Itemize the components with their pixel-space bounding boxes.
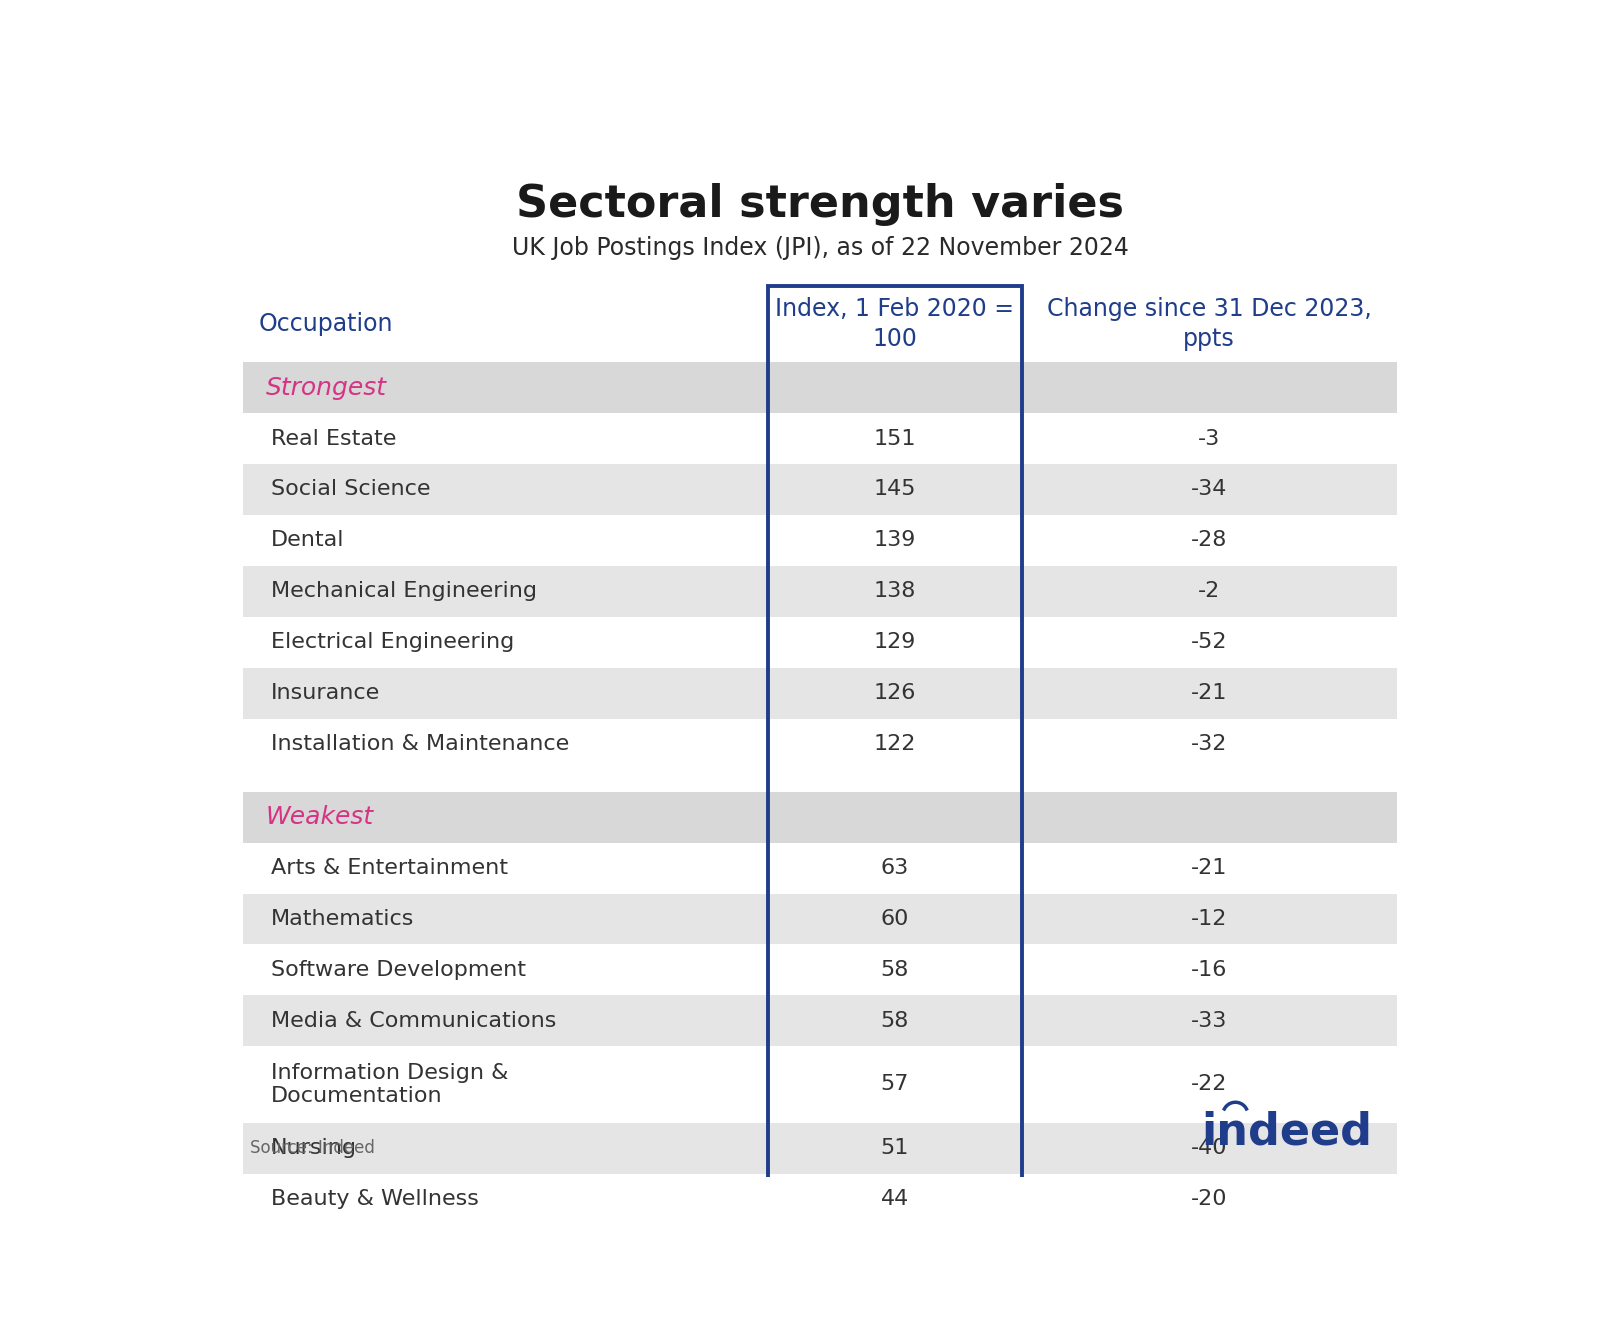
Text: -40: -40 <box>1190 1138 1227 1158</box>
Text: -34: -34 <box>1190 480 1227 500</box>
Bar <box>243 842 1397 894</box>
Bar <box>243 668 1397 719</box>
Bar <box>243 769 1397 792</box>
Text: Electrical Engineering: Electrical Engineering <box>270 632 514 652</box>
Text: Nursing: Nursing <box>270 1138 357 1158</box>
Text: 138: 138 <box>874 582 917 602</box>
Text: Dental: Dental <box>270 530 344 550</box>
Text: Weakest: Weakest <box>266 805 374 829</box>
Bar <box>243 792 1397 842</box>
Bar <box>243 1046 1397 1122</box>
Text: Sectoral strength varies: Sectoral strength varies <box>515 182 1123 226</box>
Text: Information Design &
Documentation: Information Design & Documentation <box>270 1063 509 1107</box>
Bar <box>243 516 1397 566</box>
Bar <box>243 995 1397 1046</box>
Text: Occupation: Occupation <box>258 312 392 336</box>
Text: Index, 1 Feb 2020 =
100: Index, 1 Feb 2020 = 100 <box>776 297 1014 350</box>
Text: Mechanical Engineering: Mechanical Engineering <box>270 582 536 602</box>
Text: -16: -16 <box>1190 960 1227 980</box>
Text: 122: 122 <box>874 734 917 754</box>
Text: 126: 126 <box>874 683 917 703</box>
Text: Beauty & Wellness: Beauty & Wellness <box>270 1188 478 1210</box>
Bar <box>243 1122 1397 1174</box>
Text: -33: -33 <box>1190 1011 1227 1031</box>
Text: indeed: indeed <box>1200 1110 1371 1153</box>
Bar <box>243 1174 1397 1224</box>
Text: 151: 151 <box>874 428 917 448</box>
Text: Arts & Entertainment: Arts & Entertainment <box>270 858 507 878</box>
Text: Strongest: Strongest <box>266 375 387 399</box>
Text: -3: -3 <box>1198 428 1221 448</box>
Text: 44: 44 <box>882 1188 909 1210</box>
Text: Social Science: Social Science <box>270 480 430 500</box>
Bar <box>243 286 1397 362</box>
Text: Change since 31 Dec 2023,
ppts: Change since 31 Dec 2023, ppts <box>1046 297 1371 350</box>
Bar <box>243 566 1397 617</box>
Text: 129: 129 <box>874 632 917 652</box>
Text: Mathematics: Mathematics <box>270 910 414 929</box>
Text: -21: -21 <box>1190 683 1227 703</box>
Text: -12: -12 <box>1190 910 1227 929</box>
Bar <box>243 944 1397 995</box>
Text: 58: 58 <box>880 1011 909 1031</box>
Text: -20: -20 <box>1190 1188 1227 1210</box>
Bar <box>243 464 1397 516</box>
Bar <box>768 286 1022 1224</box>
Text: 63: 63 <box>882 858 909 878</box>
Text: -52: -52 <box>1190 632 1227 652</box>
Bar <box>243 362 1397 414</box>
Text: -28: -28 <box>1190 530 1227 550</box>
Text: -32: -32 <box>1190 734 1227 754</box>
Text: 139: 139 <box>874 530 917 550</box>
Text: -2: -2 <box>1198 582 1221 602</box>
Text: 145: 145 <box>874 480 917 500</box>
Bar <box>243 414 1397 464</box>
Text: 51: 51 <box>880 1138 909 1158</box>
Bar <box>243 719 1397 769</box>
Bar <box>243 894 1397 944</box>
Text: Insurance: Insurance <box>270 683 379 703</box>
Bar <box>243 617 1397 668</box>
Text: Software Development: Software Development <box>270 960 526 980</box>
Text: Media & Communications: Media & Communications <box>270 1011 557 1031</box>
Text: Installation & Maintenance: Installation & Maintenance <box>270 734 570 754</box>
Text: Real Estate: Real Estate <box>270 428 397 448</box>
Text: UK Job Postings Index (JPI), as of 22 November 2024: UK Job Postings Index (JPI), as of 22 No… <box>512 237 1128 260</box>
Text: -21: -21 <box>1190 858 1227 878</box>
Text: -22: -22 <box>1190 1075 1227 1095</box>
Text: Source: Indeed: Source: Indeed <box>250 1140 374 1157</box>
Text: 58: 58 <box>880 960 909 980</box>
Text: 57: 57 <box>880 1075 909 1095</box>
Text: 60: 60 <box>880 910 909 929</box>
